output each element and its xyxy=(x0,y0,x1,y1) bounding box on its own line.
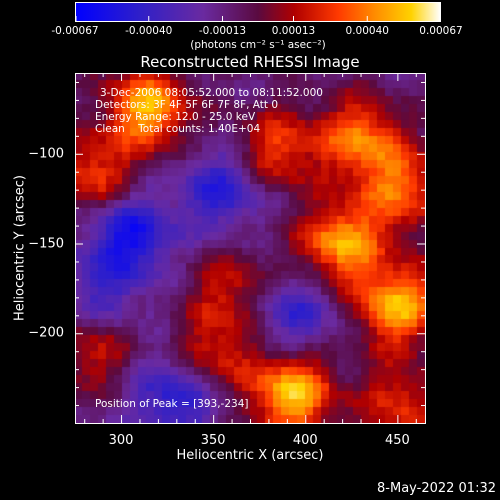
colorbar-tick-label: 0.00013 xyxy=(271,25,316,37)
colorbar-tick-label: 0.00040 xyxy=(345,25,389,37)
colorbar-tick-label: -0.00013 xyxy=(198,25,247,37)
x-tick-label: 350 xyxy=(200,433,226,448)
annotation-energy: Energy Range: 12.0 - 25.0 keV xyxy=(95,111,256,123)
annotation-clean: Clean Total counts: 1.40E+04 xyxy=(95,123,261,135)
colorbar-tick-label: -0.00067 xyxy=(51,25,99,37)
annotation-detectors: Detectors: 3F 4F 5F 6F 7F 8F, Att 0 xyxy=(95,99,279,111)
colorbar-unit-label: (photons cm⁻² s⁻¹ asec⁻²) xyxy=(190,39,326,51)
annotation-time-range: 3-Dec-2006 08:05:52.000 to 08:11:52.000 xyxy=(100,87,323,99)
colorbar xyxy=(75,2,441,22)
colorbar-tick-label: 0.00067 xyxy=(419,25,463,37)
y-axis-label: Heliocentric Y (arcsec) xyxy=(12,175,28,321)
x-axis-label: Heliocentric X (arcsec) xyxy=(176,448,324,463)
colorbar-tick-label: -0.00040 xyxy=(125,25,173,37)
y-tick-label: −100 xyxy=(28,146,64,162)
annotation-peak-position: Position of Peak = [393,-234] xyxy=(95,398,249,410)
y-tick-label: −150 xyxy=(28,236,64,251)
y-tick-label: −200 xyxy=(28,325,64,341)
x-tick-label: 400 xyxy=(292,433,318,448)
footer-date: 8-May-2022 01:32 xyxy=(377,481,496,496)
chart-title: Reconstructed RHESSI Image xyxy=(140,53,360,71)
plot-area xyxy=(75,73,425,423)
heatmap-image xyxy=(75,73,425,423)
x-tick-label: 450 xyxy=(384,433,410,448)
x-tick-label: 300 xyxy=(108,433,134,448)
